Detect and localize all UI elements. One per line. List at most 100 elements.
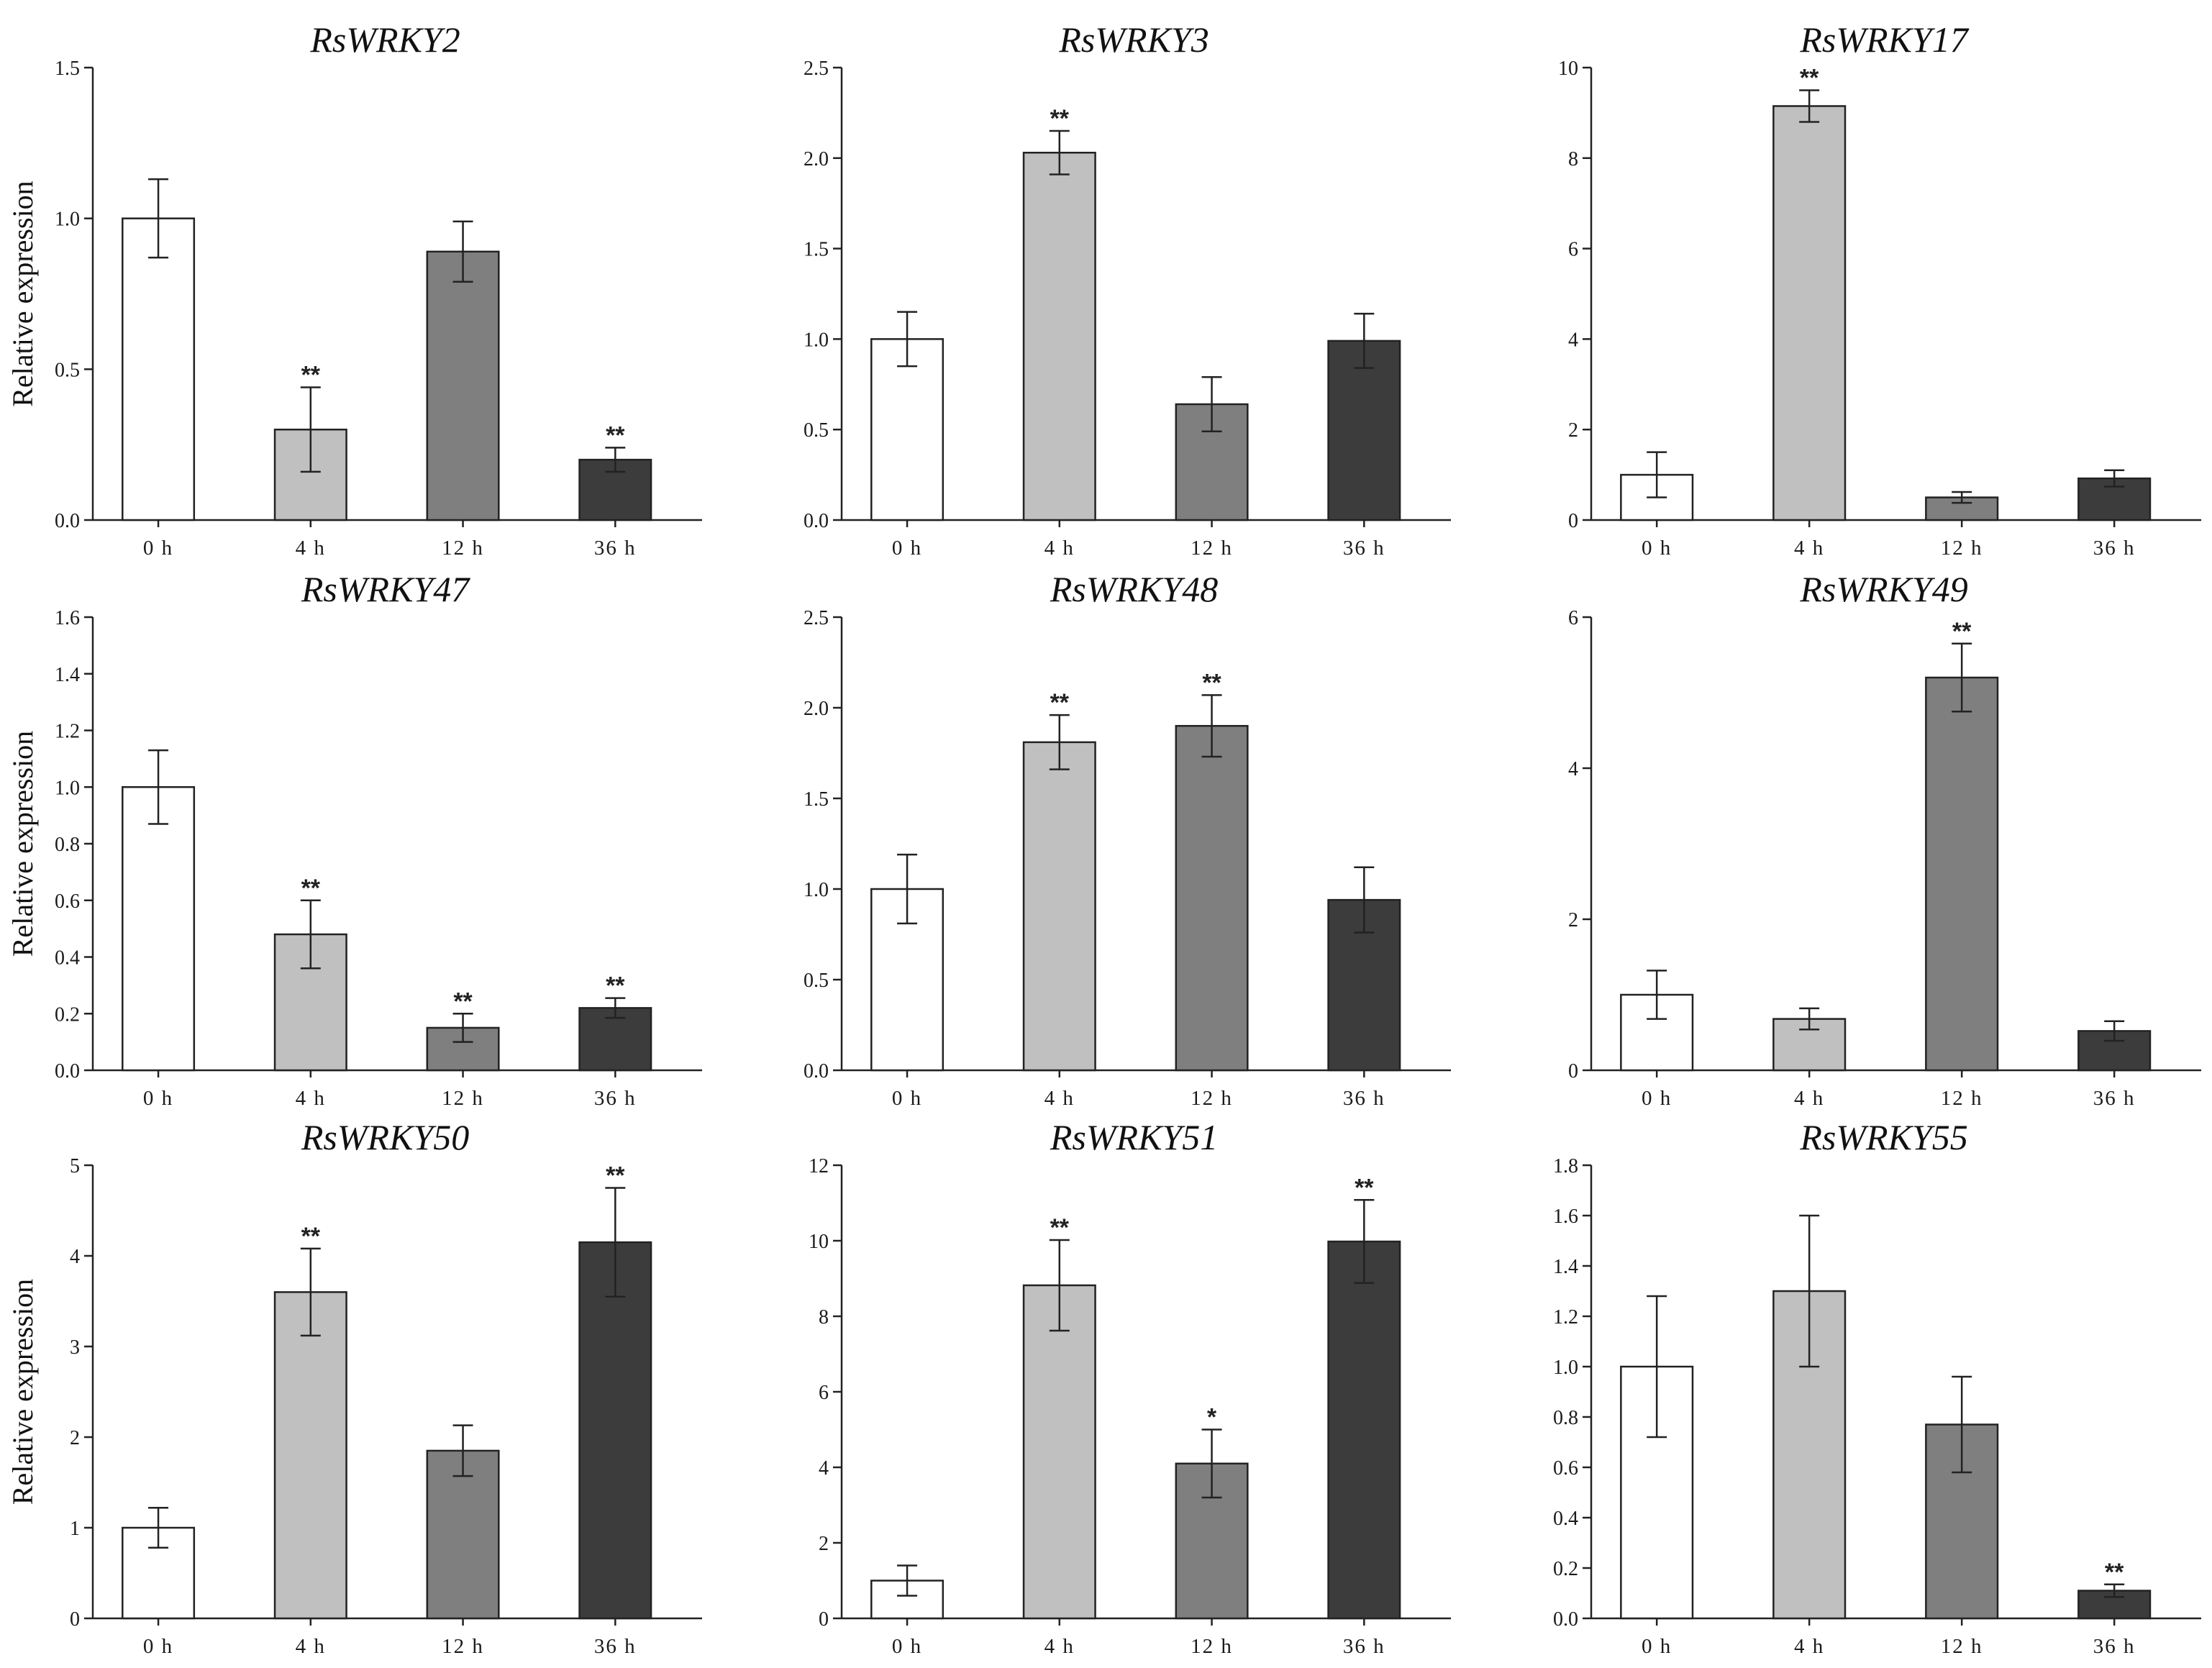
y-tick-label: 1.4: [1553, 1256, 1578, 1278]
y-tick-label: 5: [70, 1155, 80, 1177]
y-tick-label: 2.5: [804, 58, 829, 80]
chart-title: RsWRKY48: [1050, 569, 1218, 609]
y-tick-label: 1.2: [55, 721, 80, 743]
significance-marker: **: [1202, 669, 1221, 696]
y-tick-label: 0.8: [55, 834, 80, 856]
bar: [122, 217, 196, 521]
significance-marker: **: [1050, 689, 1070, 716]
y-tick-label: 1.6: [55, 607, 80, 629]
x-tick-label: 36 h: [594, 1635, 637, 1658]
bar: [122, 786, 196, 1072]
chart-panel-7: RsWRKY50 Relative expression 0 1 2 3 4 5 0 h 4 h *…: [6, 1117, 702, 1658]
chart-title: RsWRKY55: [1799, 1117, 1967, 1157]
significance-marker: **: [1800, 64, 1819, 91]
significance-marker: **: [1050, 105, 1070, 132]
y-tick-label: 3: [70, 1336, 80, 1359]
x-tick-label: 12 h: [442, 537, 484, 560]
y-tick-label: 0.0: [804, 1060, 829, 1083]
x-tick-label: 12 h: [1191, 537, 1233, 560]
y-tick-label: 6: [1568, 607, 1578, 629]
chart-title: RsWRKY2: [309, 19, 460, 60]
bar: [1327, 339, 1401, 521]
bar: [426, 1449, 500, 1620]
y-tick-label: 6: [819, 1382, 829, 1404]
y-tick-label: 1.0: [55, 777, 80, 799]
significance-marker: **: [453, 988, 473, 1015]
y-tick-label: 10: [1558, 58, 1578, 80]
chart-title: RsWRKY17: [1799, 19, 1969, 60]
y-tick-label: 4: [1568, 758, 1578, 780]
bar: [426, 250, 500, 521]
x-tick-label: 0 h: [143, 1087, 173, 1110]
x-tick-label: 36 h: [594, 1087, 637, 1110]
significance-marker: **: [301, 875, 321, 902]
y-tick-label: 0.0: [804, 510, 829, 532]
bar: [1022, 1284, 1096, 1620]
y-tick-label: 4: [1568, 329, 1578, 351]
chart-panel-3: RsWRKY17 0 2 4 6 8 10 0 h 4 h ** 12 h 36 h: [1558, 19, 2201, 560]
y-tick-label: 0: [819, 1608, 829, 1631]
y-tick-label: 0.0: [55, 510, 80, 532]
y-tick-label: 1.5: [804, 239, 829, 261]
x-tick-label: 4 h: [1794, 537, 1824, 560]
y-tick-label: 1.6: [1553, 1206, 1578, 1228]
chart-panel-4: RsWRKY47 Relative expression 0.0 0.2 0.4 0.6 0…: [6, 569, 702, 1110]
bar: [1925, 676, 1999, 1072]
y-tick-label: 0.4: [1553, 1508, 1578, 1530]
x-tick-label: 12 h: [1191, 1635, 1233, 1658]
significance-marker: **: [1050, 1214, 1070, 1241]
y-tick-label: 0.8: [1553, 1407, 1578, 1429]
y-tick-label: 0: [70, 1608, 80, 1631]
x-tick-label: 4 h: [296, 537, 326, 560]
x-tick-label: 36 h: [1343, 537, 1385, 560]
significance-marker: **: [1355, 1174, 1374, 1201]
y-tick-label: 1.0: [55, 209, 80, 231]
chart-panel-5: RsWRKY48 0.0 0.5 1.0 1.5 2.0 2.5 0 h 4 h ** 12 h **…: [804, 569, 1451, 1110]
x-tick-label: 12 h: [442, 1087, 484, 1110]
y-tick-label: 0: [1568, 510, 1578, 532]
x-tick-label: 36 h: [1343, 1087, 1385, 1110]
y-tick-label: 1.5: [804, 788, 829, 811]
x-tick-label: 36 h: [1343, 1635, 1385, 1658]
y-tick-label: 1.8: [1553, 1155, 1578, 1177]
y-tick-label: 1.5: [55, 58, 80, 80]
bar: [1327, 1240, 1401, 1620]
chart-title: RsWRKY47: [301, 569, 470, 609]
x-tick-label: 0 h: [1642, 537, 1672, 560]
y-tick-label: 1.0: [804, 329, 829, 351]
y-tick-label: 2.0: [804, 698, 829, 720]
x-tick-label: 36 h: [594, 537, 637, 560]
bar: [1022, 741, 1096, 1072]
y-tick-label: 1: [70, 1518, 80, 1540]
y-tick-label: 0.5: [804, 970, 829, 992]
y-tick-label: 1.4: [55, 664, 80, 686]
y-tick-label: 0.6: [1553, 1457, 1578, 1480]
y-tick-label: 0.2: [1553, 1558, 1578, 1580]
x-tick-label: 4 h: [296, 1087, 326, 1110]
x-tick-label: 0 h: [892, 537, 922, 560]
y-tick-label: 0: [1568, 1060, 1578, 1083]
y-tick-label: 1.0: [804, 879, 829, 901]
y-tick-label: 1.2: [1553, 1306, 1578, 1329]
x-tick-label: 0 h: [1642, 1635, 1672, 1658]
bar: [578, 1241, 652, 1620]
chart-panel-9: RsWRKY55 0.0 0.2 0.4 0.6 0.8 1.0 1.2 1.4 1.6 1.8 0 …: [1553, 1117, 2201, 1658]
y-tick-label: 8: [819, 1306, 829, 1329]
x-tick-label: 12 h: [1191, 1087, 1233, 1110]
significance-marker: *: [1207, 1404, 1217, 1431]
y-tick-label: 2: [819, 1533, 829, 1555]
y-axis-label: Relative expression: [6, 731, 39, 957]
y-axis-label: Relative expression: [6, 181, 39, 406]
y-tick-label: 8: [1568, 148, 1578, 170]
bar: [273, 1291, 347, 1620]
y-axis-label: Relative expression: [6, 1279, 39, 1505]
chart-title: RsWRKY50: [301, 1117, 469, 1157]
x-tick-label: 0 h: [1642, 1087, 1672, 1110]
x-tick-label: 0 h: [143, 537, 173, 560]
chart-panel-6: RsWRKY49 0 2 4 6 0 h 4 h 12 h ** 36 h: [1568, 569, 2201, 1110]
y-tick-label: 2: [1568, 419, 1578, 442]
bar: [870, 338, 945, 521]
x-tick-label: 0 h: [143, 1635, 173, 1658]
bar: [1772, 105, 1847, 521]
bar: [1175, 724, 1249, 1072]
